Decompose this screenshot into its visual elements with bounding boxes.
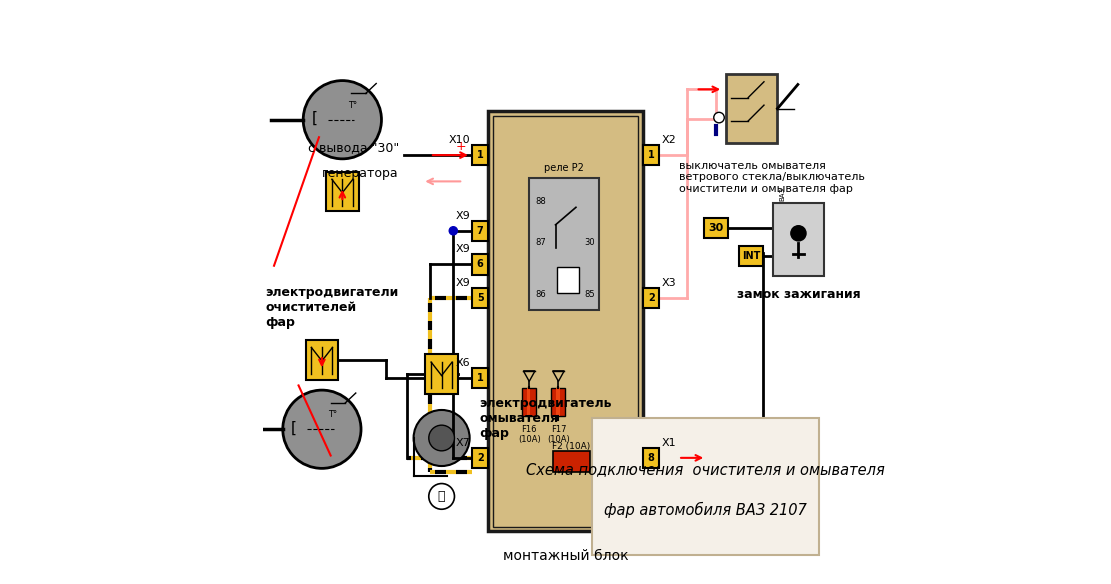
Text: 6: 6 (477, 259, 483, 269)
Text: 1: 1 (648, 150, 654, 160)
Text: F16
(10A): F16 (10A) (518, 425, 541, 444)
Circle shape (413, 410, 470, 466)
Bar (472, 221, 489, 241)
Text: INT: INT (742, 251, 760, 261)
Text: ह: ह (438, 490, 446, 503)
Bar (472, 254, 489, 274)
Text: замок зажигания: замок зажигания (737, 288, 860, 301)
Text: электродвигатель
омывателя
фар: электродвигатель омывателя фар (480, 397, 612, 440)
Text: X9: X9 (456, 211, 470, 221)
Bar (489, 111, 643, 531)
Bar (773, 203, 824, 276)
Text: F2 (10A): F2 (10A) (552, 442, 591, 451)
Text: 2: 2 (648, 293, 654, 303)
Circle shape (303, 81, 381, 159)
Text: Схема подключения  очистителя и омывателя: Схема подключения очистителя и омывателя (527, 462, 885, 477)
Text: монтажный блок: монтажный блок (503, 549, 629, 563)
Bar (558, 267, 580, 293)
Text: генератора: генератора (322, 167, 399, 180)
Bar (522, 388, 537, 416)
Text: 86: 86 (536, 290, 546, 300)
Bar (704, 218, 728, 238)
Text: T°: T° (348, 100, 358, 110)
Circle shape (713, 112, 724, 123)
Bar (553, 451, 590, 472)
Text: 88: 88 (536, 197, 546, 206)
Text: 2: 2 (477, 453, 483, 463)
Bar (493, 116, 639, 527)
Bar (725, 74, 778, 143)
Circle shape (429, 425, 454, 451)
Text: фар автомобиля ВАЗ 2107: фар автомобиля ВАЗ 2107 (604, 502, 807, 517)
Text: ВАЗ: ВАЗ (779, 187, 784, 201)
Bar (472, 288, 489, 308)
Text: [: [ (311, 111, 318, 126)
Text: 1: 1 (477, 150, 483, 160)
Bar (426, 354, 458, 394)
Text: 1: 1 (477, 373, 483, 383)
Text: X3: X3 (662, 278, 677, 288)
Circle shape (449, 227, 458, 235)
Bar (643, 145, 660, 165)
Bar (643, 288, 660, 308)
Text: 85: 85 (584, 290, 595, 300)
Circle shape (791, 225, 807, 241)
Text: X9: X9 (456, 278, 470, 288)
Bar (472, 368, 489, 388)
Text: [: [ (291, 420, 297, 436)
Bar (529, 178, 599, 310)
Text: X10: X10 (449, 135, 470, 145)
Circle shape (283, 390, 361, 468)
Bar (551, 388, 565, 416)
Bar (472, 447, 489, 468)
Text: X9: X9 (456, 244, 470, 254)
Text: 30: 30 (584, 238, 595, 247)
Text: 8: 8 (648, 453, 654, 463)
Bar (643, 447, 660, 468)
Bar (472, 145, 489, 165)
Bar (592, 418, 820, 555)
Text: 7: 7 (477, 226, 483, 236)
Bar (326, 172, 359, 211)
Bar (527, 388, 530, 416)
Text: выключатель омывателя
ветрового стекла/выключатель
очистители и омывателя фар: выключатель омывателя ветрового стекла/в… (679, 161, 865, 194)
Text: T°: T° (328, 410, 337, 419)
Text: электродвигатели
очистителей
фар: электродвигатели очистителей фар (266, 286, 399, 329)
Text: 30: 30 (709, 223, 723, 234)
Text: X6: X6 (456, 358, 470, 368)
Bar (740, 246, 763, 266)
Text: X7: X7 (456, 437, 470, 447)
Bar (557, 388, 560, 416)
Bar (306, 340, 338, 380)
Text: с вывода "30": с вывода "30" (308, 141, 399, 154)
Text: 5: 5 (477, 293, 483, 303)
Text: F17
(10A): F17 (10A) (547, 425, 570, 444)
Text: реле Р2: реле Р2 (544, 164, 584, 173)
Text: X2: X2 (662, 135, 677, 145)
Text: X1: X1 (662, 437, 677, 447)
Text: +: + (456, 140, 467, 153)
Text: 87: 87 (536, 238, 546, 247)
